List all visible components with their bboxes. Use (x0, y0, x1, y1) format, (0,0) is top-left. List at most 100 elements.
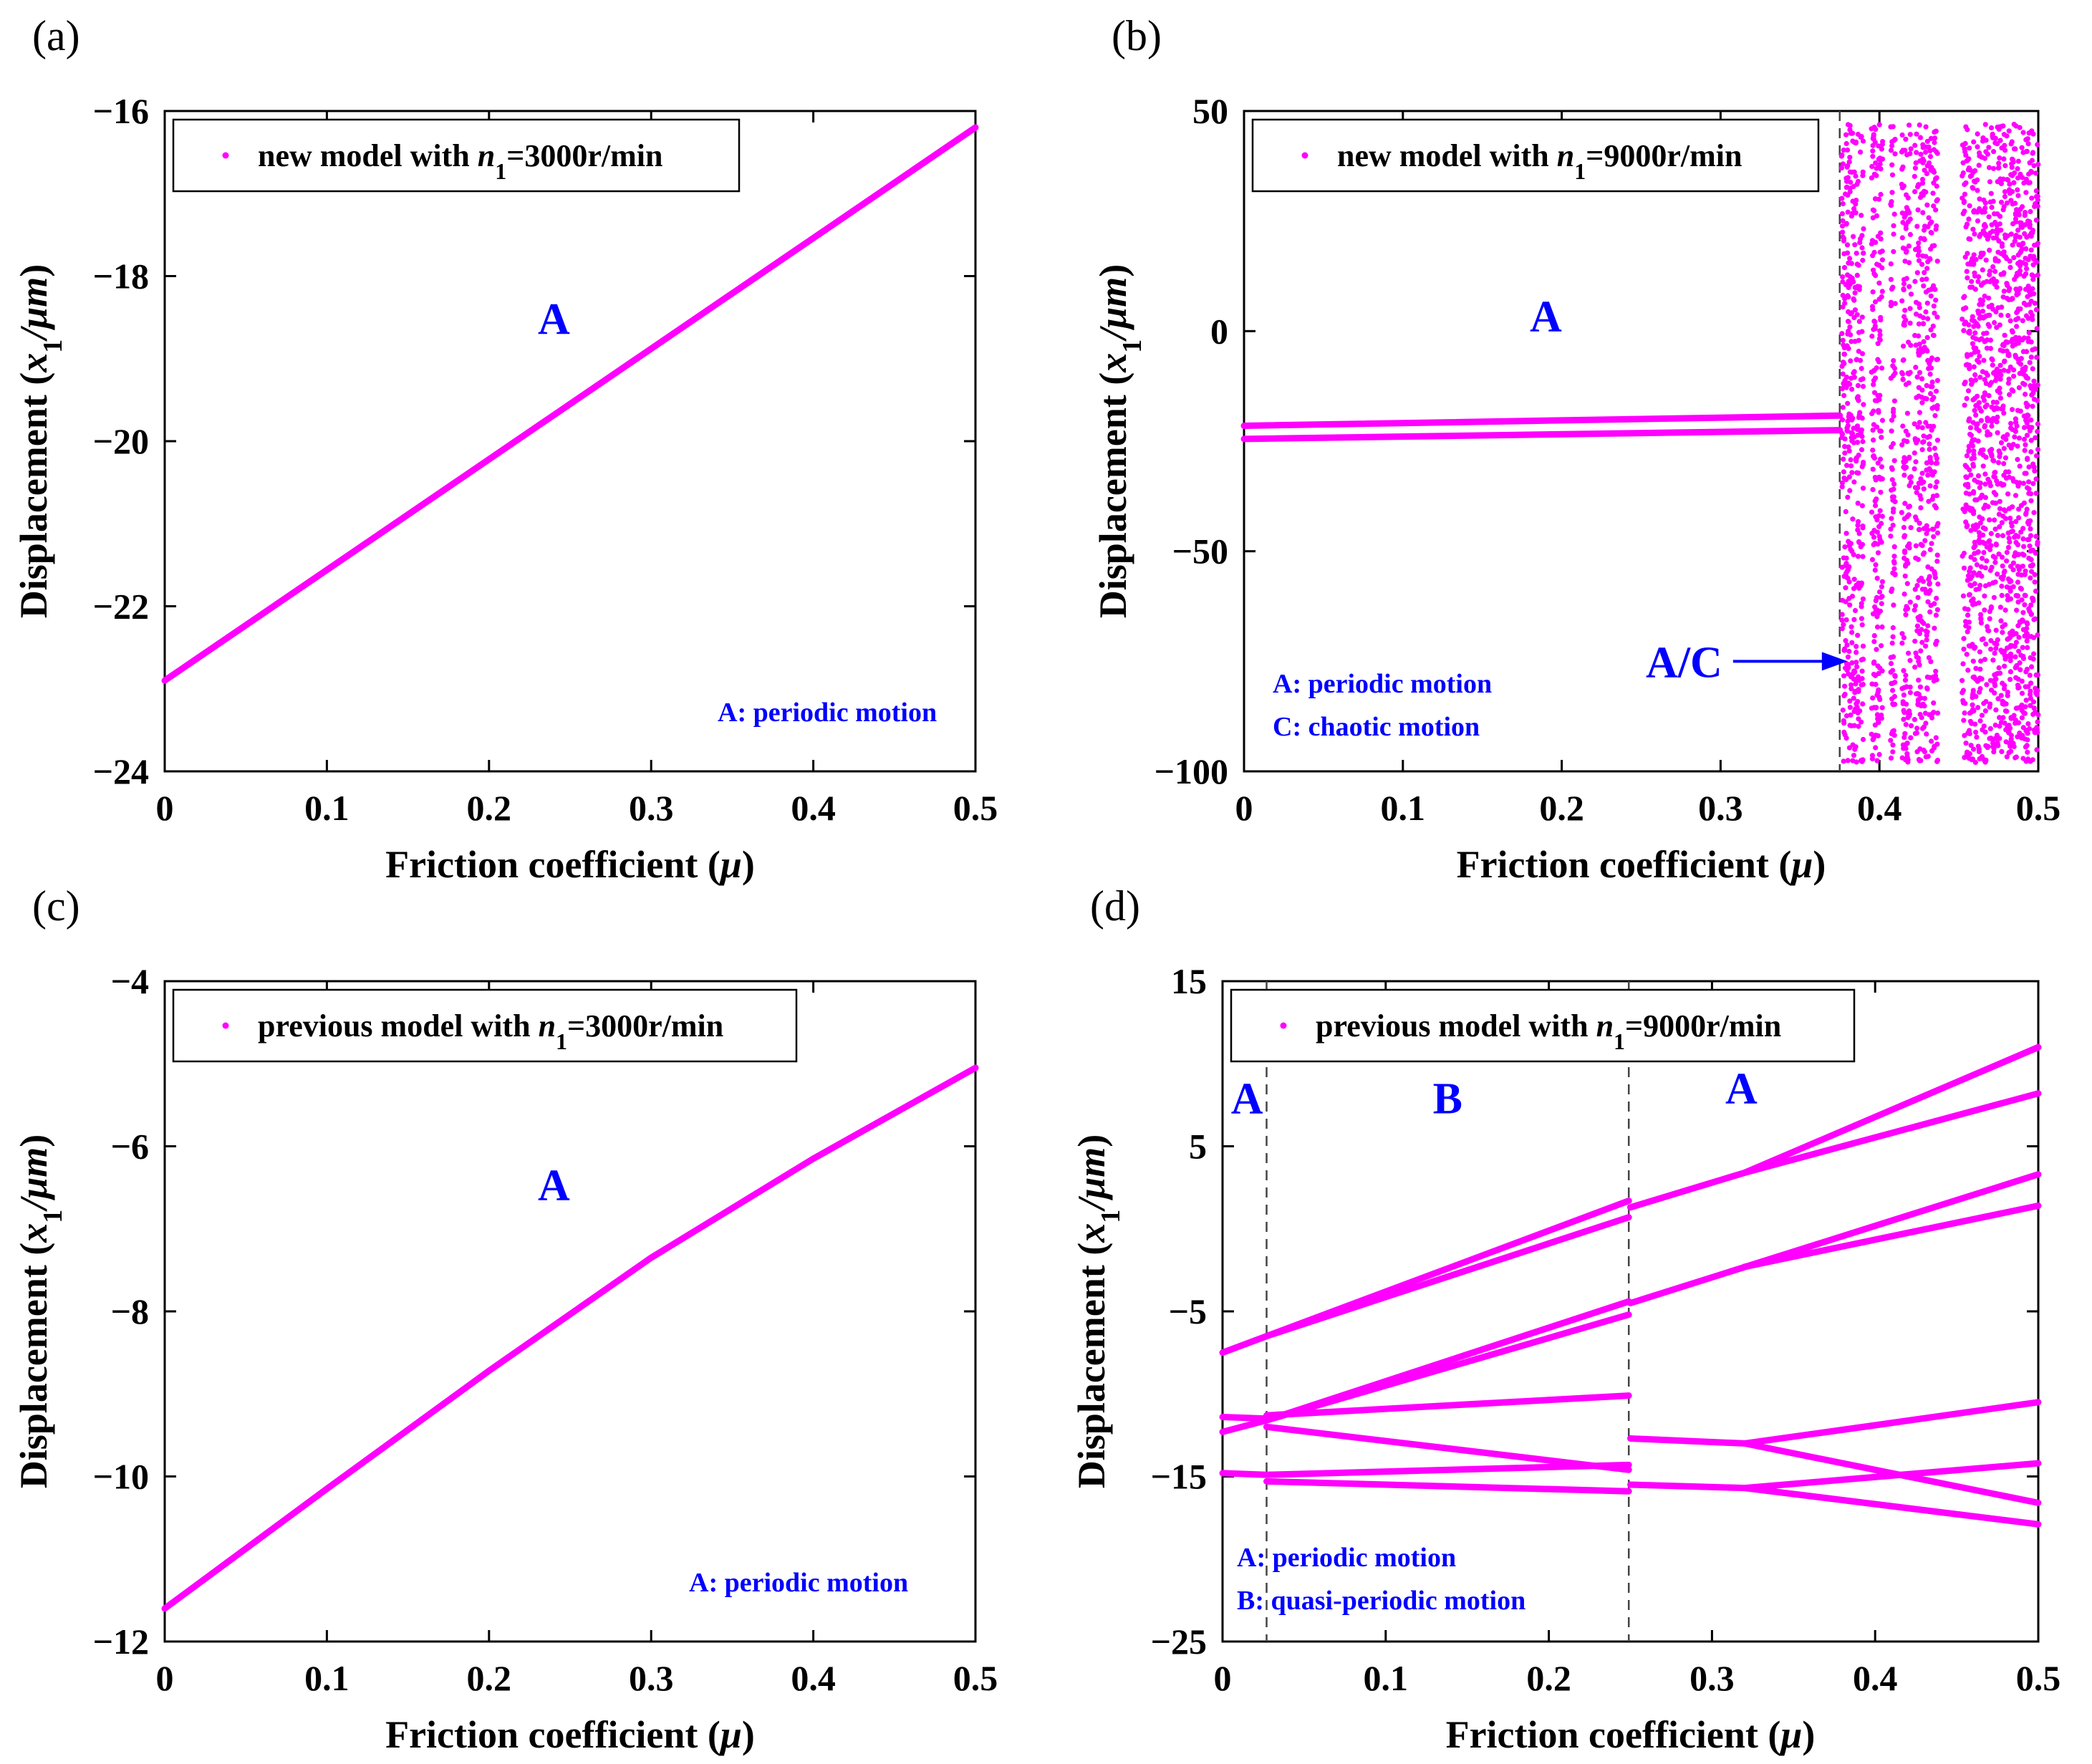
scatter-point (1891, 249, 1896, 254)
scatter-point (1967, 506, 1973, 511)
scatter-point (1840, 371, 1846, 377)
scatter-point (2020, 645, 2025, 650)
scatter-point (2000, 482, 2005, 488)
scatter-point (2023, 365, 2028, 370)
scatter-point (1972, 270, 1977, 276)
scatter-point (1997, 362, 2003, 368)
scatter-point (2020, 481, 2027, 486)
scatter-point (1997, 723, 2002, 729)
scatter-point (1873, 562, 1879, 568)
scatter-point (1996, 160, 2002, 166)
scatter-point (1997, 376, 2003, 382)
scatter-point (1905, 759, 1911, 765)
scatter-point (1846, 444, 1851, 450)
scatter-point (2033, 188, 2039, 194)
scatter-point (1879, 579, 1885, 584)
scatter-point (2006, 351, 2012, 357)
scatter-point (1844, 574, 1850, 580)
scatter-point (1972, 350, 1977, 355)
scatter-point (1967, 710, 1973, 716)
scatter-point (1860, 701, 1866, 707)
scatter-point (1843, 221, 1849, 226)
y-axis-label-var: x (12, 353, 55, 373)
scatter-point (1846, 328, 1851, 334)
scatter-point (1934, 223, 1939, 229)
scatter-point (1990, 458, 1996, 463)
panel-label: (d) (1090, 882, 1140, 930)
scatter-point (1963, 180, 1969, 185)
scatter-point (2030, 711, 2036, 718)
scatter-point (1963, 474, 1969, 480)
scatter-point (1846, 648, 1852, 655)
scatter-point (1848, 213, 1854, 219)
scatter-point (1982, 657, 1987, 662)
scatter-point (1979, 637, 1985, 642)
scatter-point (1919, 261, 1925, 267)
scatter-point (1851, 668, 1857, 674)
x-axis-label-close: ) (742, 1713, 755, 1756)
scatter-point (1928, 293, 1934, 299)
scatter-point (1962, 294, 1967, 299)
scatter-point (1965, 577, 1970, 583)
scatter-point (1839, 386, 1845, 392)
scatter-point (2029, 196, 2035, 201)
series-b8 (1219, 1461, 1632, 1478)
y-axis-label-sub: 1 (38, 339, 68, 353)
scatter-point (2017, 263, 2023, 269)
scatter-point (1890, 522, 1896, 528)
scatter-point (2000, 123, 2006, 129)
scatter-point (1851, 370, 1856, 376)
scatter-point (1992, 319, 1997, 326)
scatter-point (1914, 628, 1920, 634)
scatter-point (1992, 559, 1998, 565)
scatter-point (2035, 421, 2040, 427)
scatter-point (1923, 124, 1929, 130)
scatter-point (2022, 448, 2028, 453)
scatter-point (1899, 685, 1905, 692)
x-tick-label: 0.1 (304, 1658, 350, 1698)
scatter-point (1879, 705, 1885, 710)
scatter-point (1919, 176, 1926, 183)
scatter-point (1889, 477, 1895, 483)
scatter-point (1928, 365, 1934, 371)
scatter-point (1960, 661, 1966, 667)
scatter-point (1852, 746, 1858, 752)
scatter-point (1972, 231, 1977, 237)
legend-prefix: previous model with (258, 1008, 539, 1044)
scatter-point (1838, 165, 1845, 171)
scatter-point (2015, 408, 2020, 413)
scatter-point (2006, 474, 2012, 480)
scatter-point (2018, 249, 2024, 254)
scatter-point (1990, 264, 1996, 270)
scatter-point (1992, 517, 1997, 523)
scatter-point (1903, 673, 1909, 678)
scatter-point (1872, 540, 1878, 546)
y-axis-label-text: Displacement ( (1091, 372, 1134, 618)
scatter-point (1989, 453, 1995, 459)
scatter-point (1982, 583, 1988, 589)
x-tick-label: 0.5 (953, 1658, 998, 1698)
scatter-point (1989, 277, 1995, 283)
scatter-point (2004, 256, 2010, 261)
scatter-point (1856, 519, 1861, 524)
scatter-point (1971, 674, 1977, 680)
scatter-point (1997, 506, 2003, 511)
scatter-point (1976, 530, 1982, 536)
scatter-point (2025, 756, 2031, 762)
scatter-point (1889, 466, 1895, 472)
scatter-point (1974, 734, 1980, 740)
scatter-point (1978, 617, 1984, 622)
scatter-point (1965, 522, 1970, 529)
legend-box (1251, 118, 1820, 193)
scatter-point (1983, 370, 1989, 376)
scatter-point (1960, 211, 1966, 216)
scatter-point (1972, 319, 1977, 324)
scatter-point (1965, 612, 1971, 618)
scatter-point (1969, 456, 1975, 462)
scatter-point (2015, 193, 2021, 198)
scatter-point (2035, 446, 2041, 453)
legend-box (172, 118, 741, 193)
scatter-point (1890, 634, 1896, 640)
scatter-point (1877, 161, 1883, 167)
scatter-point (1964, 652, 1970, 657)
